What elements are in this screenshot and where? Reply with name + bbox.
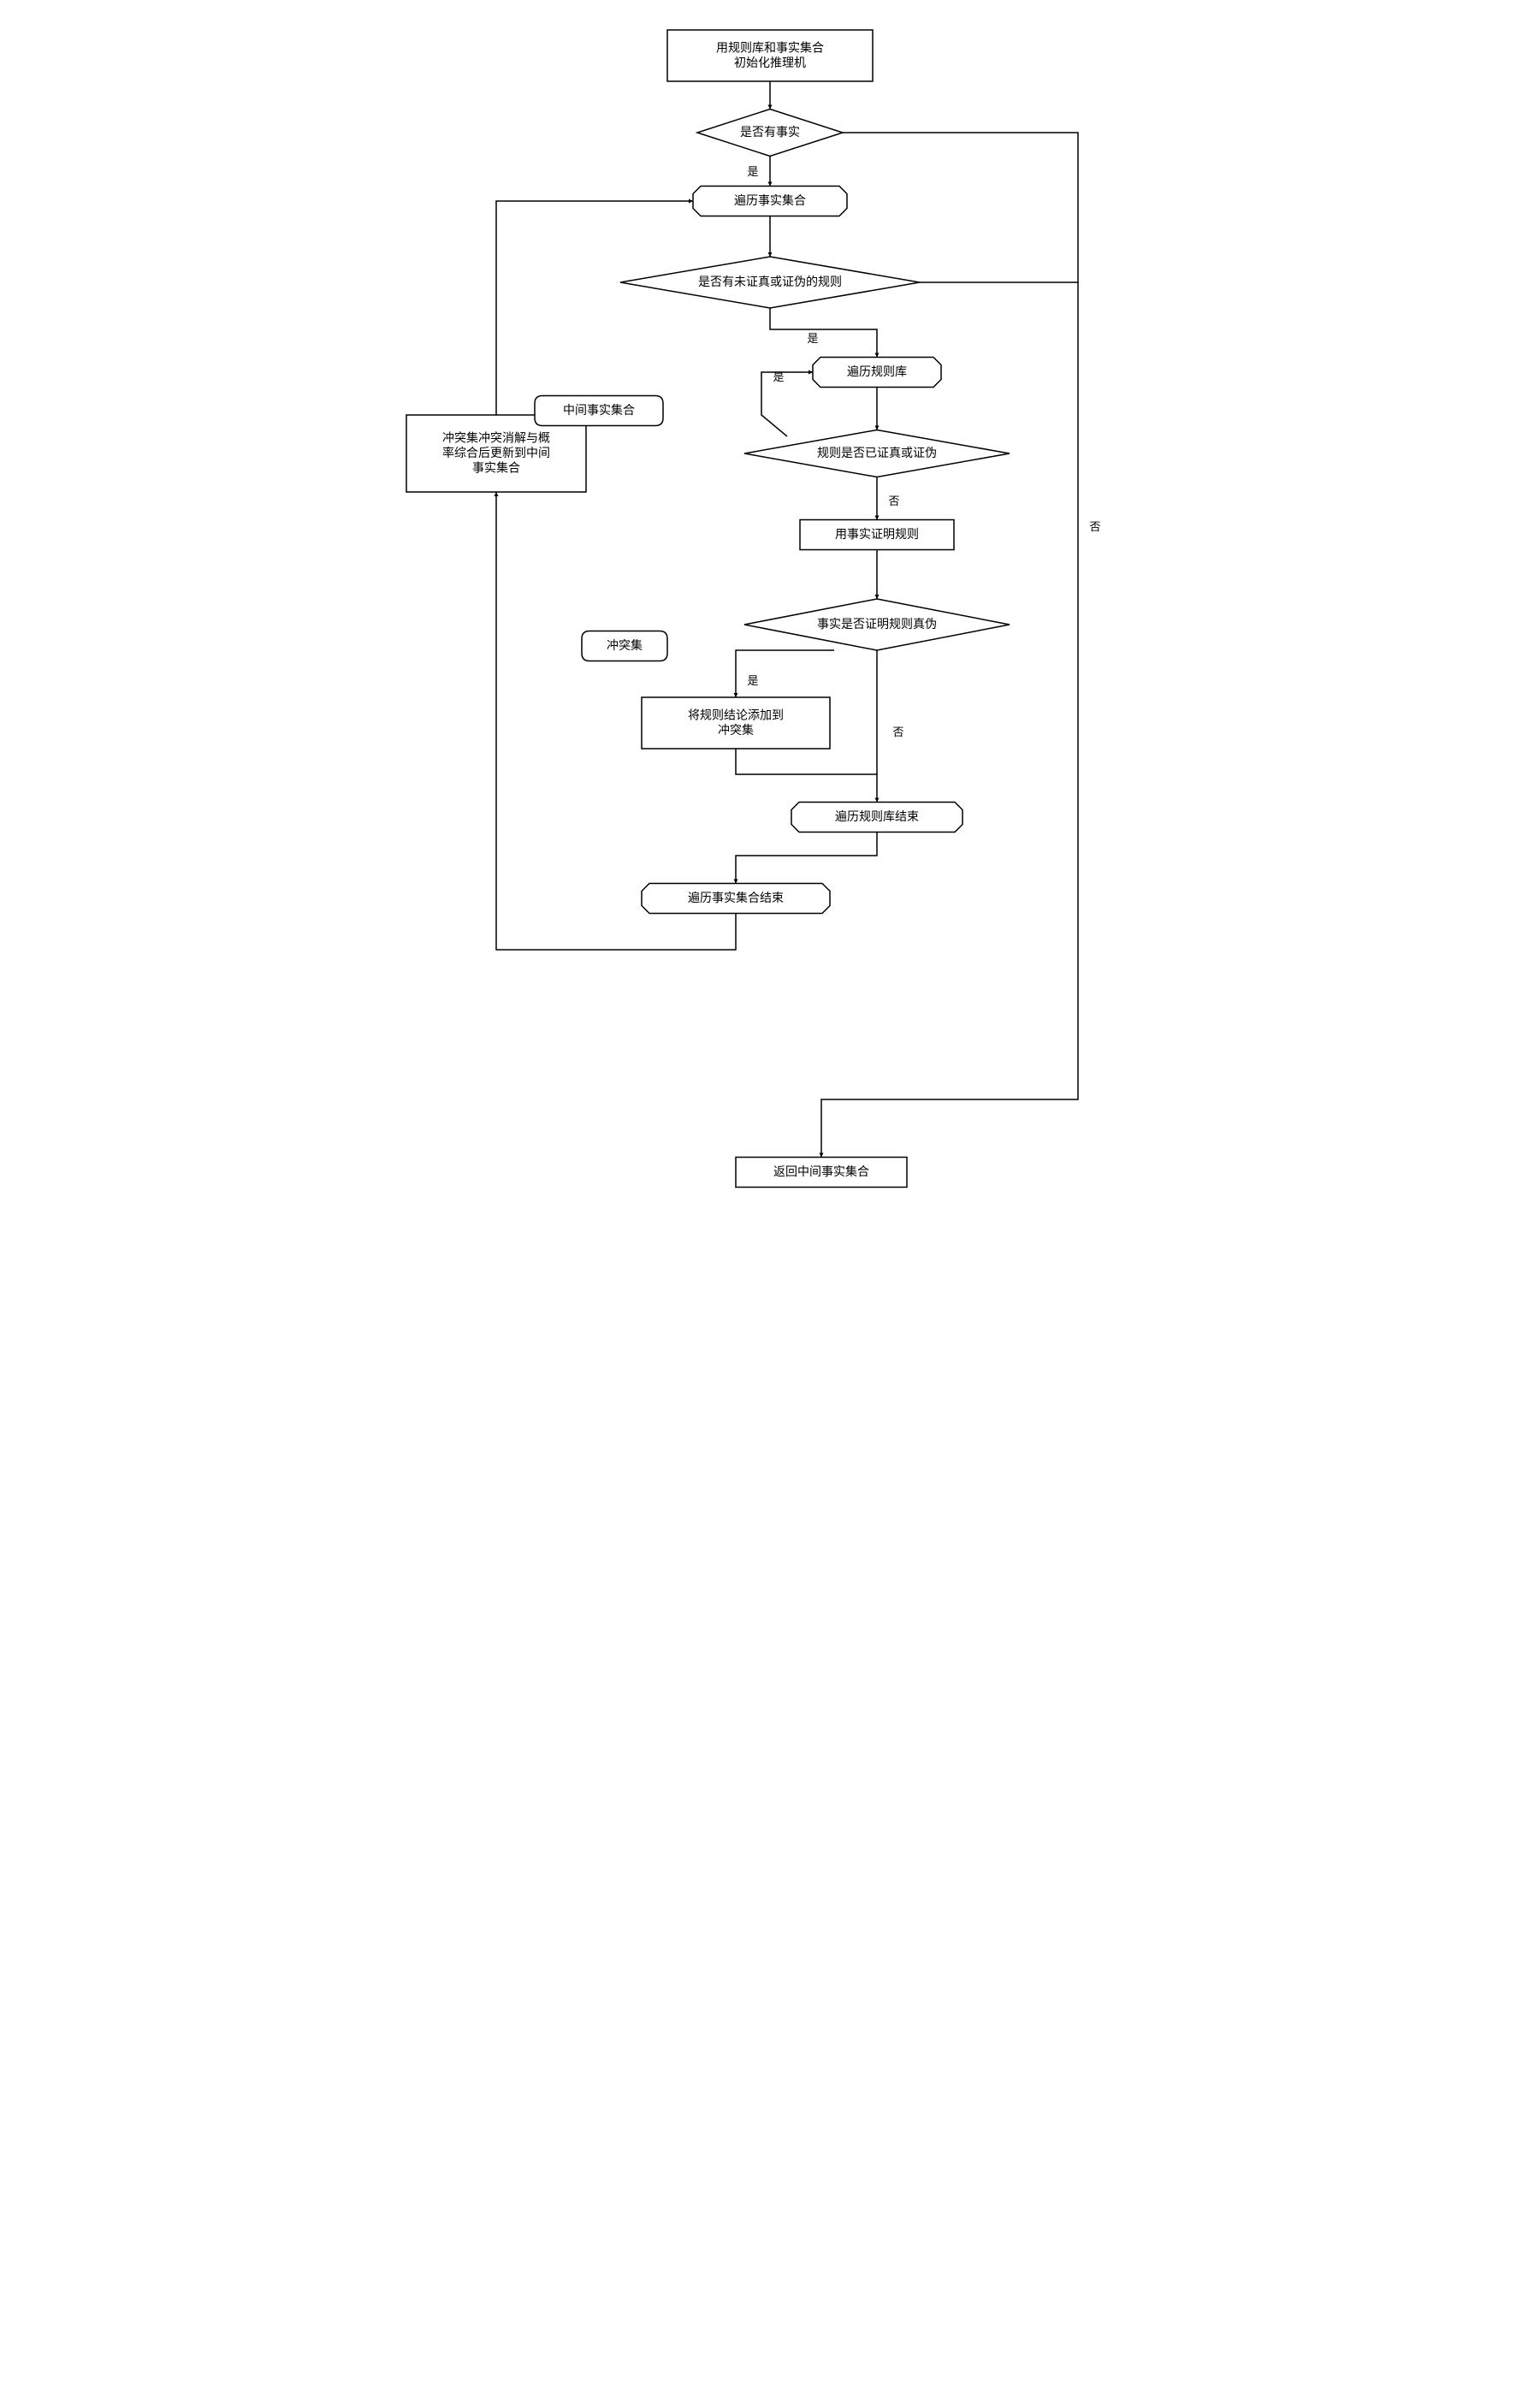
node-n13: 返回中间事实集合 xyxy=(736,1158,907,1188)
svg-text:是否有未证真或证伪的规则: 是否有未证真或证伪的规则 xyxy=(698,275,842,288)
node-n10: 遍历规则库结束 xyxy=(791,803,962,833)
edge-label-5: 否 xyxy=(888,495,899,507)
edge-label-3: 是 xyxy=(807,332,818,345)
node-n12: 冲突集冲突消解与概率综合后更新到中间事实集合 xyxy=(406,415,586,492)
edge-label-15: 否 xyxy=(1089,520,1100,533)
svg-text:返回中间事实集合: 返回中间事实集合 xyxy=(773,1164,869,1178)
edge-label-13: 是 xyxy=(773,370,784,383)
edge-7 xyxy=(736,650,834,697)
svg-text:是否有事实: 是否有事实 xyxy=(740,125,800,139)
edge-13 xyxy=(761,372,813,436)
svg-text:中间事实集合: 中间事实集合 xyxy=(563,403,635,417)
svg-text:冲突集: 冲突集 xyxy=(607,638,643,652)
node-n8: 事实是否证明规则真伪 xyxy=(744,599,1010,650)
node-n11: 遍历事实集合结束 xyxy=(642,884,830,914)
svg-text:遍历规则库结束: 遍历规则库结束 xyxy=(835,809,919,823)
edge-3 xyxy=(770,308,877,358)
edge-15 xyxy=(843,133,1078,282)
edge-12 xyxy=(496,201,693,415)
svg-text:事实是否证明规则真伪: 事实是否证明规则真伪 xyxy=(817,617,937,631)
node-n15: 冲突集 xyxy=(582,631,667,661)
node-n5: 遍历规则库 xyxy=(813,358,941,388)
node-n6: 规则是否已证真或证伪 xyxy=(744,430,1010,477)
edge-label-9: 否 xyxy=(892,726,903,738)
node-n3: 遍历事实集合 xyxy=(693,187,847,216)
edge-14 xyxy=(821,282,1078,1158)
node-n2: 是否有事实 xyxy=(697,110,843,157)
node-n7: 用事实证明规则 xyxy=(800,520,954,550)
svg-text:用事实证明规则: 用事实证明规则 xyxy=(835,527,919,541)
edge-label-1: 是 xyxy=(747,165,758,178)
edge-10 xyxy=(736,833,877,884)
node-n14: 中间事实集合 xyxy=(535,396,663,426)
flowchart-canvas: 是是否是否是否 用规则库和事实集合初始化推理机是否有事实遍历事实集合是否有未证真… xyxy=(385,17,1155,1208)
svg-text:遍历事实集合结束: 遍历事实集合结束 xyxy=(688,891,784,904)
svg-text:规则是否已证真或证伪: 规则是否已证真或证伪 xyxy=(817,446,937,459)
svg-text:遍历事实集合: 遍历事实集合 xyxy=(734,193,806,207)
node-n4: 是否有未证真或证伪的规则 xyxy=(620,257,920,308)
svg-text:遍历规则库: 遍历规则库 xyxy=(847,364,907,378)
node-n1: 用规则库和事实集合初始化推理机 xyxy=(667,30,873,81)
node-n9: 将规则结论添加到冲突集 xyxy=(642,697,830,749)
edge-label-7: 是 xyxy=(747,674,758,687)
edge-8 xyxy=(736,749,877,803)
